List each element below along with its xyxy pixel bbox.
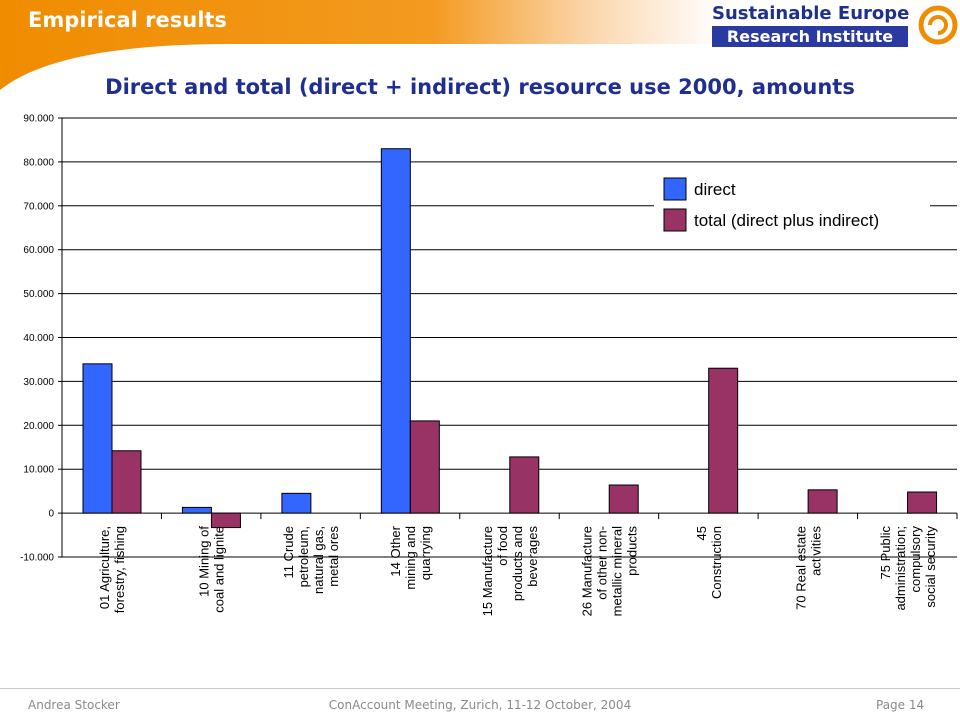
bar-direct: [380, 148, 411, 514]
bar-total: [907, 491, 938, 514]
y-tick-label: 30.000: [23, 377, 54, 388]
x-category-label: 14 Other: [388, 525, 403, 576]
x-category-label: metallic mineral: [609, 526, 624, 616]
x-category-label: 45: [694, 526, 709, 540]
y-tick-label: 10.000: [23, 465, 54, 476]
footer-page: Page 14: [876, 698, 925, 712]
x-category-label: social security: [923, 526, 938, 608]
bar-total: [708, 367, 739, 514]
x-category-label: mining and: [403, 526, 418, 590]
bar-total: [509, 456, 540, 514]
x-category-label: activities: [808, 526, 823, 576]
legend-swatch: [663, 177, 687, 201]
x-category-label: products and: [510, 526, 525, 601]
bar-total: [111, 450, 142, 514]
legend-label: direct: [694, 180, 736, 199]
x-category-label: Construction: [709, 526, 724, 599]
x-category-label: 01 Agriculture,: [97, 526, 112, 609]
x-category-label: forestry, fishing: [112, 526, 127, 613]
x-category-label: quarrying: [418, 526, 433, 580]
spiral-logo-icon: [918, 5, 958, 45]
bar-total: [210, 512, 241, 529]
bar-total: [409, 420, 440, 514]
y-tick-label: 90.000: [23, 114, 54, 125]
x-category-label: petroleum,: [296, 526, 311, 587]
y-tick-label: 40.000: [23, 333, 54, 344]
x-category-label: beverages: [525, 526, 540, 587]
x-category-label: of other non-: [594, 526, 609, 600]
header-band: [0, 0, 960, 90]
y-tick-label: 60.000: [23, 245, 54, 256]
footer-author: Andrea Stocker: [28, 698, 120, 712]
legend-box: [654, 168, 930, 238]
footer-divider: [0, 688, 960, 689]
bar-direct: [181, 506, 212, 514]
legend-label: total (direct plus indirect): [694, 211, 879, 230]
bar-direct: [281, 492, 312, 514]
y-tick-label: 0: [48, 509, 54, 520]
y-tick-label: 80.000: [23, 157, 54, 168]
slide-title: Direct and total (direct + indirect) res…: [105, 75, 855, 99]
x-category-label: natural gas,: [311, 526, 326, 594]
x-category-label: 26 Manufacture: [579, 526, 594, 616]
logo-line1: Sustainable Europe: [712, 3, 910, 24]
x-category-label: coal and lignite: [212, 526, 227, 613]
x-category-label: 15 Manufacture: [480, 526, 495, 616]
y-tick-label: -10.000: [20, 553, 54, 564]
x-category-label: metal ores: [326, 526, 341, 587]
bar-direct: [82, 363, 113, 514]
legend-swatch: [663, 208, 687, 232]
footer-event: ConAccount Meeting, Zurich, 11-12 Octobe…: [328, 698, 632, 712]
y-tick-label: 70.000: [23, 201, 54, 212]
x-category-label: 11 Crude: [281, 526, 296, 579]
bar-chart: 90.000 80.000 70.000 60.000 50.000 40.000 30.0…: [20, 114, 958, 616]
x-category-label: compulsory: [908, 526, 923, 593]
x-category-label: products: [624, 526, 639, 576]
x-category-label: administration;: [893, 526, 908, 611]
section-title: Empirical results: [28, 8, 227, 32]
y-tick-label: 50.000: [23, 289, 54, 300]
seri-logo: Sustainable Europe Research Institute: [708, 3, 958, 49]
bar-total: [807, 489, 838, 514]
bar-total: [608, 484, 639, 514]
y-tick-label: 20.000: [23, 421, 54, 432]
x-category-label: of food: [495, 526, 510, 566]
x-category-label: 75 Public: [878, 526, 893, 580]
x-category-label: 70 Real estate: [793, 526, 808, 610]
logo-line2: Research Institute: [712, 26, 908, 47]
x-category-label: 10 Mining of: [197, 526, 212, 597]
